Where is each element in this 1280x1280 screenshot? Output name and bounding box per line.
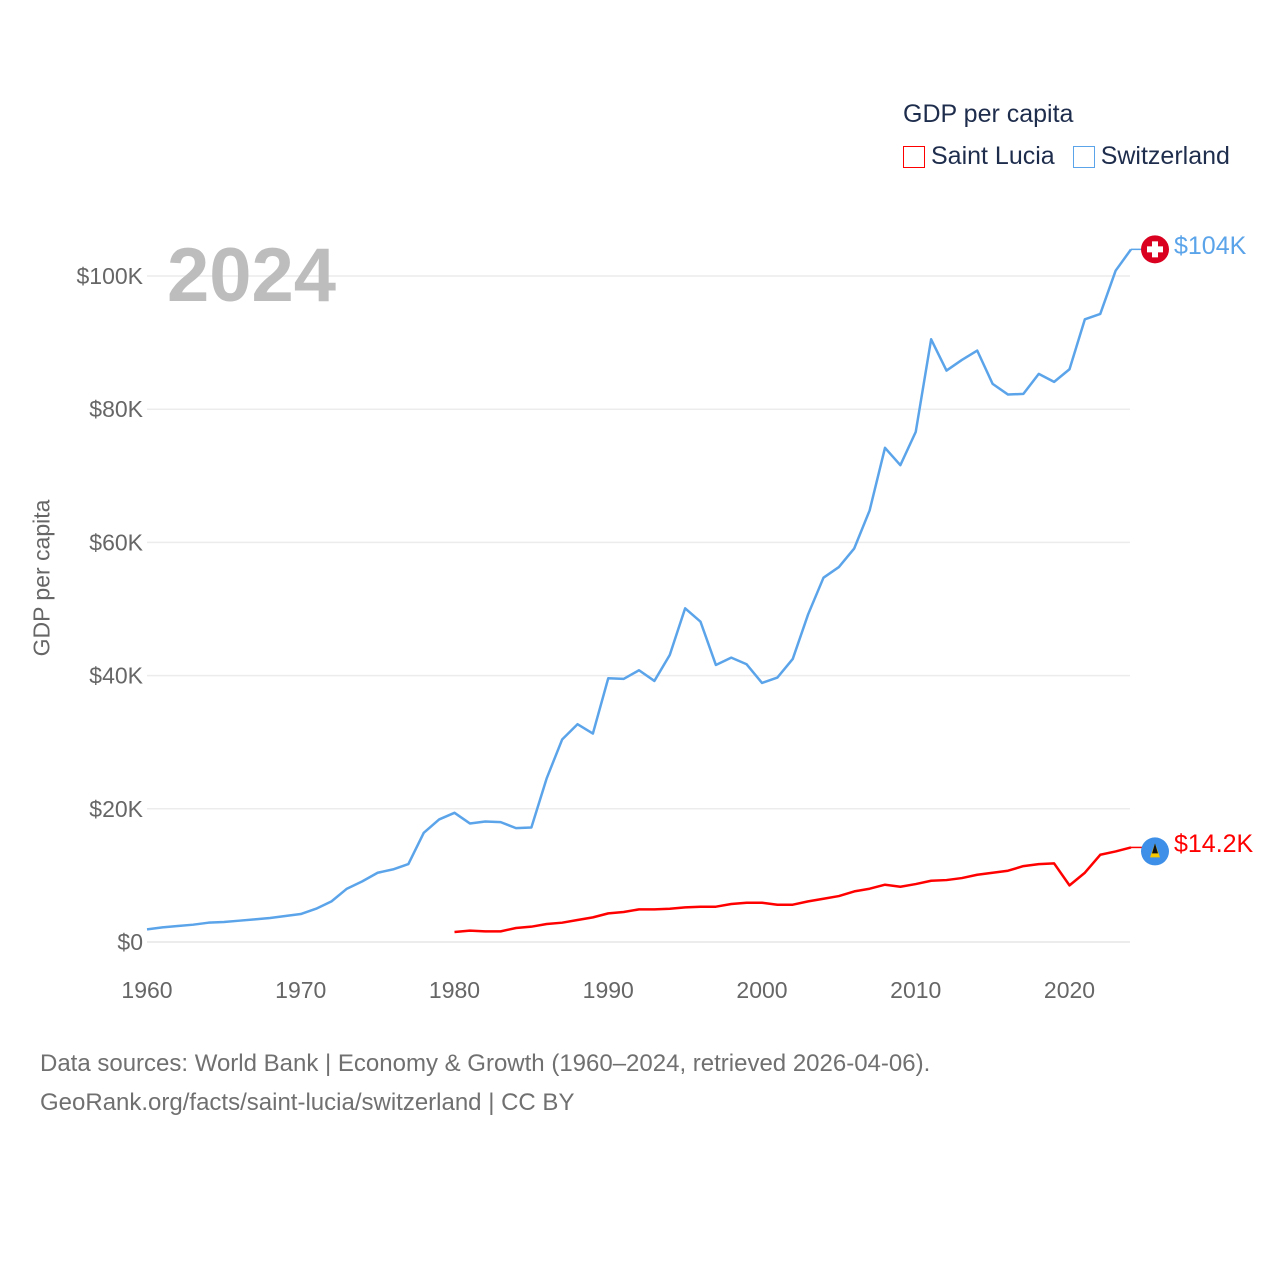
y-axis-label: GDP per capita [28,499,55,657]
x-tick-label: 2010 [890,977,941,1003]
y-tick-label: $80K [89,396,143,422]
legend: Saint Lucia Switzerland [903,142,1230,171]
y-tick-label: $20K [89,796,143,822]
legend-label: Saint Lucia [931,142,1055,170]
footer: Data sources: World Bank | Economy & Gro… [40,1044,930,1122]
year-overlay: 2024 [167,233,337,318]
flag-triangle-inner [1152,843,1158,854]
legend-title: GDP per capita [903,100,1074,128]
x-tick-label: 2020 [1044,977,1095,1003]
flag-cross [1147,246,1163,253]
y-tick-label: $40K [89,663,143,689]
legend-item-switzerland[interactable]: Switzerland [1072,142,1230,171]
x-tick-label: 1980 [429,977,480,1003]
series-line-saint-lucia [454,846,1132,934]
source-link[interactable]: GeoRank.org/facts/saint-lucia/switzerlan… [40,1089,575,1116]
x-tick-label: 2000 [736,977,787,1003]
y-tick-label: $60K [89,529,143,555]
end-label-switzerland: $104K [1174,232,1247,260]
series-line-switzerland [146,248,1133,931]
y-tick-label: $0 [117,929,143,955]
legend-swatch-saint-lucia [903,145,925,168]
legend-label: Switzerland [1100,142,1230,170]
x-tick-label: 1960 [121,977,172,1003]
legend-swatch-switzerland [1072,145,1095,168]
legend-item-saint-lucia[interactable]: Saint Lucia [903,142,1055,171]
x-tick-label: 1990 [583,977,634,1003]
end-label-saint-lucia: $14.2K [1174,830,1254,858]
y-tick-label: $100K [76,263,143,289]
data-sources: Data sources: World Bank | Economy & Gro… [40,1050,931,1077]
x-tick-label: 1970 [275,977,326,1003]
